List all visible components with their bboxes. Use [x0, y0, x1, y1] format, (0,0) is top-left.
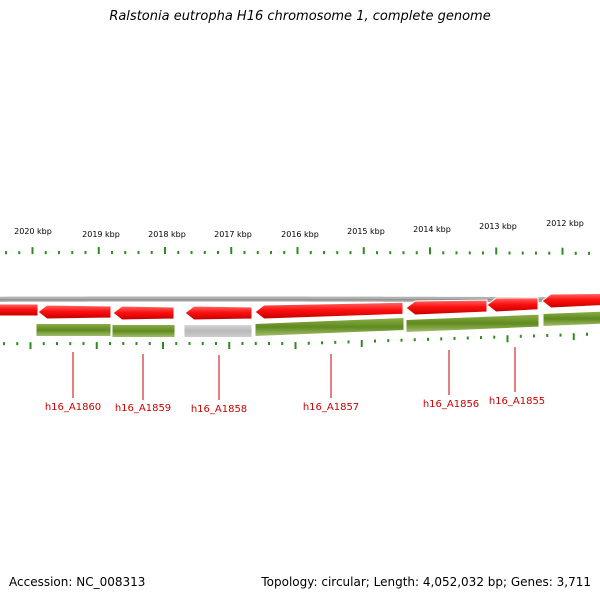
scale-ticks-outer [5, 247, 590, 255]
cds-arrow [37, 304, 112, 320]
cds-arrow [541, 292, 600, 309]
gene-label-h16_a1855[interactable]: h16_A1855 [489, 347, 545, 407]
gene-track [35, 310, 600, 338]
scale-labels: 2020 kbp 2019 kbp 2018 kbp 2017 kbp 2016 kbp… [14, 219, 584, 239]
scale-label: 2020 kbp [14, 227, 52, 236]
accession-label: Accession: NC_008313 [9, 575, 146, 589]
scale-label: 2018 kbp [148, 230, 186, 239]
gene-bar [35, 323, 112, 337]
gene-bar [405, 313, 540, 334]
gene-label-h16_a1858[interactable]: h16_A1858 [191, 355, 247, 415]
gene-name[interactable]: h16_A1858 [191, 404, 247, 415]
scale-label: 2016 kbp [281, 230, 319, 239]
scale-label: 2019 kbp [82, 230, 120, 239]
gene-label-h16_a1860[interactable]: h16_A1860 [45, 352, 101, 413]
cds-arrow [405, 299, 488, 316]
gene-labels[interactable]: h16_A1860 h16_A1859 h16_A1858 h16_A1857 h16_… [45, 347, 545, 415]
scale-ticks-inner [3, 332, 588, 350]
cds-arrow [184, 305, 253, 321]
cds-track [0, 292, 600, 321]
cds-arrow [486, 297, 539, 313]
map-title: Ralstonia eutropha H16 chromosome 1, com… [109, 9, 491, 24]
gene-bar [254, 317, 405, 338]
cds-arrow [254, 301, 404, 320]
gene-name[interactable]: h16_A1860 [45, 402, 101, 413]
gene-bar [542, 310, 600, 328]
gene-label-h16_a1856[interactable]: h16_A1856 [423, 350, 479, 410]
cds-arrow [0, 303, 39, 317]
scale-label: 2014 kbp [413, 225, 451, 234]
genome-stats-label: Topology: circular; Length: 4,052,032 bp… [261, 575, 591, 589]
cds-arrow [112, 305, 175, 321]
gene-label-h16_a1859[interactable]: h16_A1859 [115, 354, 171, 414]
gene-bar [111, 324, 176, 338]
pseudogene-bar [183, 324, 253, 338]
gene-name[interactable]: h16_A1857 [303, 402, 359, 413]
scale-label: 2017 kbp [214, 230, 252, 239]
scale-label: 2013 kbp [479, 222, 517, 231]
gene-name[interactable]: h16_A1859 [115, 403, 171, 414]
gene-label-h16_a1857[interactable]: h16_A1857 [303, 354, 359, 413]
gene-name[interactable]: h16_A1855 [489, 396, 545, 407]
scale-label: 2012 kbp [546, 219, 584, 228]
gene-name[interactable]: h16_A1856 [423, 399, 479, 410]
scale-label: 2015 kbp [347, 227, 385, 236]
